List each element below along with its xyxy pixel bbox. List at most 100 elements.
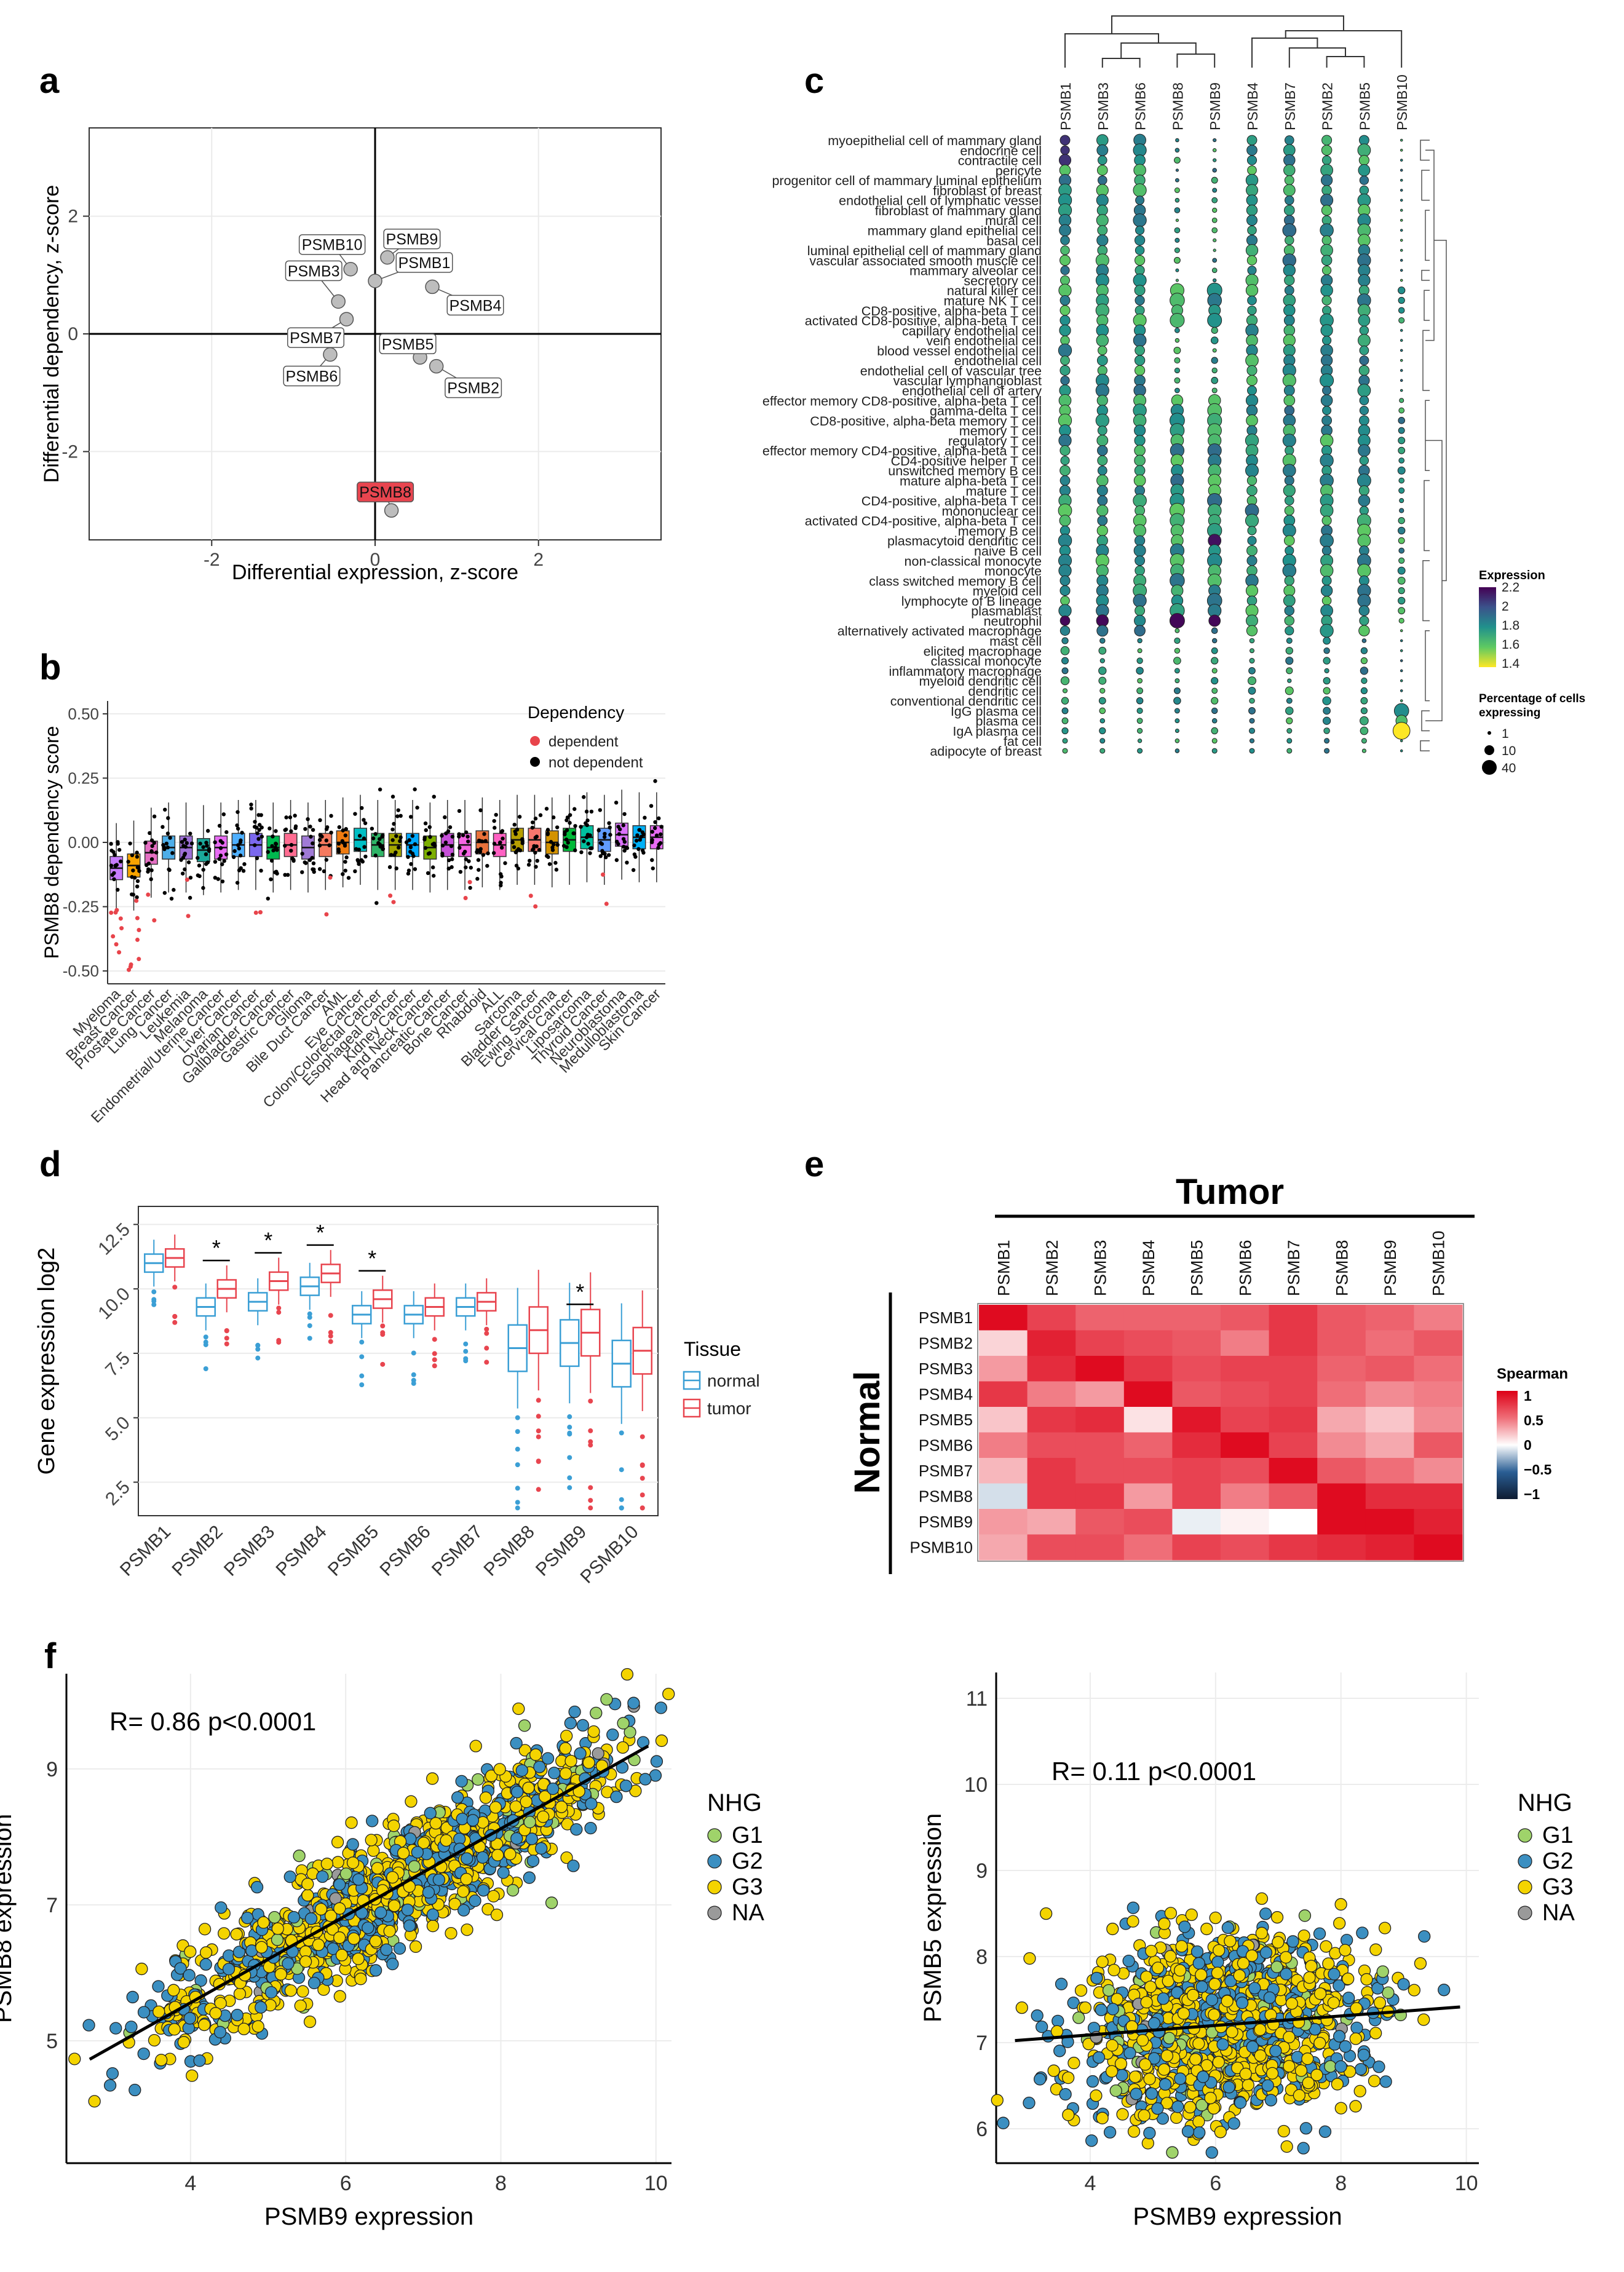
- panel-c-dot: [1211, 176, 1218, 184]
- panel-c-dot: [1096, 504, 1109, 517]
- panel-b-jitter-point: [499, 845, 504, 850]
- panel-c-dot: [1398, 427, 1405, 434]
- panel-b-jitter-point: [478, 847, 483, 851]
- panel-b-jitter-point: [307, 858, 312, 862]
- panel-c-cell-type-label: vascular lymphangioblast: [893, 374, 1042, 389]
- panel-d-outlier: [515, 1462, 520, 1468]
- panel-c-cell-type-label: activated CD8-positive, alpha-beta T cel…: [805, 314, 1042, 328]
- panel-c-dot: [1321, 545, 1332, 556]
- panel-c-dot: [1096, 434, 1109, 446]
- panel-f2-ylabel: PSMB5 expression: [919, 1813, 946, 2022]
- panel-c-cell-type-label: CD4-positive helper T cell: [891, 454, 1042, 469]
- panel-f2-point: [1259, 1946, 1273, 1959]
- panel-e-cell: [1172, 1432, 1221, 1459]
- panel-f2-point: [1162, 1974, 1174, 1987]
- panel-c-dot: [1359, 395, 1369, 406]
- panel-f2-point: [1283, 2060, 1296, 2073]
- panel-c-dot: [1246, 234, 1258, 246]
- panel-b-jitter-point: [621, 837, 626, 841]
- panel-f2-point: [1106, 2003, 1119, 2016]
- panel-f1-point: [457, 1885, 470, 1898]
- panel-c-cell-type-label: lymphocyte of B lineage: [901, 594, 1042, 609]
- panel-f1-point: [129, 2083, 141, 2097]
- panel-b-jitter-point: [394, 850, 398, 855]
- panel-f2-point: [1109, 2084, 1122, 2097]
- panel-f2-xlabel: PSMB9 expression: [1133, 2203, 1342, 2230]
- panel-d-outlier: [432, 1337, 437, 1342]
- panel-b-jitter-point: [116, 887, 120, 892]
- panel-b-jitter-point: [240, 831, 244, 835]
- panel-f1-point: [199, 1946, 213, 1959]
- panel-d-outlier: [484, 1345, 489, 1351]
- panel-c-cell-type-label: myeloid dendritic cell: [919, 674, 1042, 689]
- panel-d-outlier: [328, 1313, 333, 1318]
- panel-c-dot: [1398, 607, 1406, 615]
- panel-c-cell-type-label: CD8-positive, alpha-beta T cell: [862, 304, 1042, 319]
- panel-f2-point: [1305, 1960, 1318, 1973]
- panel-b-jitter-point: [213, 840, 217, 845]
- panel-e-cell: [1027, 1356, 1076, 1382]
- panel-b-jitter-point: [390, 838, 395, 842]
- panel-b-jitter-point: [293, 813, 297, 818]
- panel-f2-point: [1214, 2126, 1227, 2139]
- panel-c-cell-type-label: mammary gland epithelial cell: [868, 224, 1042, 239]
- panel-b-jitter-point: [493, 826, 497, 830]
- panel-c-gene-label: PSMB5: [1357, 82, 1372, 130]
- panel-b-jitter-point: [396, 808, 400, 812]
- panel-b-jitter-point: [535, 858, 539, 863]
- panel-f1-point: [167, 1984, 180, 1997]
- panel-f1-point: [271, 1922, 284, 1935]
- panel-f2-point: [1157, 1992, 1170, 2005]
- panel-c-dot: [1397, 576, 1406, 585]
- panel-c-dot: [1060, 145, 1070, 155]
- panel-b-jitter-point: [317, 867, 322, 871]
- panel-c-dot: [1398, 477, 1405, 484]
- panel-f1-point: [509, 1800, 522, 1813]
- panel-c-dot: [1249, 718, 1255, 724]
- panel-f1-point: [387, 1819, 400, 1832]
- panel-e-cell: [1027, 1305, 1076, 1331]
- panel-f1-point: [126, 1990, 139, 2004]
- panel-c-dot: [1213, 158, 1217, 162]
- panel-f2-point: [1334, 1898, 1347, 1911]
- panel-f1-point: [230, 1928, 243, 1941]
- panel-c-dot: [1320, 283, 1333, 297]
- panel-c-dot: [1322, 406, 1332, 416]
- panel-c-dot: [1400, 138, 1403, 142]
- panel-f1-point: [232, 1945, 246, 1958]
- panel-c-dot: [1246, 374, 1258, 386]
- panel-f1-point: [606, 1728, 619, 1741]
- panel-c-dot: [1361, 748, 1366, 753]
- panel-b-dependent-point: [324, 912, 329, 917]
- panel-b-jitter-point: [288, 815, 293, 820]
- panel-c-dot: [1320, 394, 1333, 407]
- panel-c-dot: [1359, 325, 1369, 335]
- panel-b-jitter-point: [563, 832, 567, 837]
- panel-e-legend-tick: −1: [1524, 1486, 1540, 1502]
- panel-b-jitter-point: [137, 869, 141, 873]
- panel-b-jitter-point: [143, 841, 148, 845]
- panel-b-jitter-point: [582, 795, 586, 799]
- panel-b-ytick-label: 0.25: [68, 769, 99, 787]
- panel-f2-point: [1114, 2057, 1128, 2070]
- panel-e-cell: [1075, 1381, 1125, 1407]
- panel-b-jitter-point: [186, 860, 191, 865]
- panel-c-dot: [1174, 718, 1180, 724]
- panel-d-outlier: [172, 1314, 178, 1320]
- panel-f1-point: [490, 1908, 504, 1922]
- panel-c-cell-type-label: alternatively activated macrophage: [838, 624, 1042, 639]
- panel-f1-point: [560, 1730, 573, 1743]
- panel-c-dot: [1400, 629, 1403, 633]
- panel-c-dot: [1282, 223, 1297, 237]
- panel-d-outlier: [276, 1310, 282, 1315]
- panel-f2-ytick-label: 10: [964, 1773, 988, 1797]
- panel-b-jitter-point: [486, 851, 490, 856]
- panel-f1-legend-label: NA: [732, 1900, 764, 1926]
- panel-c-dot: [1174, 247, 1180, 253]
- panel-b-dependent-point: [463, 895, 468, 900]
- panel-f2-point: [1105, 2065, 1119, 2078]
- panel-b-jitter-point: [274, 842, 279, 846]
- panel-d-outlier: [515, 1429, 520, 1435]
- panel-b-jitter-point: [109, 863, 114, 868]
